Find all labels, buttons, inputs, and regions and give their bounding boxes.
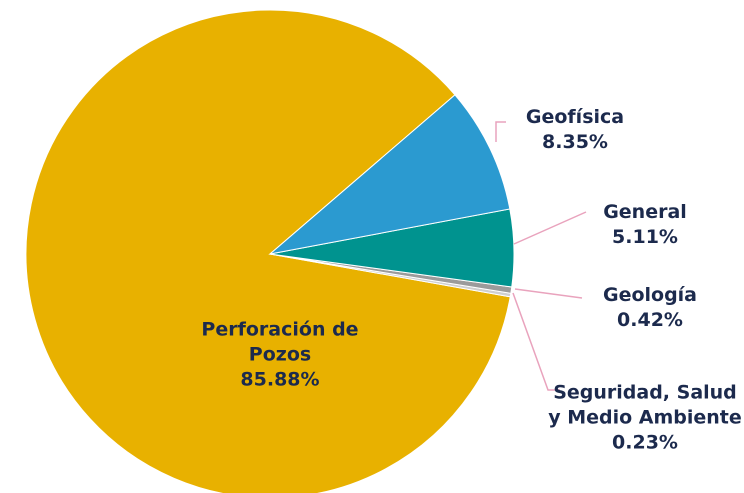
leader-line xyxy=(495,121,506,142)
value-label: 0.42% xyxy=(617,309,683,331)
value-label: 85.88% xyxy=(240,368,320,391)
pie-slice xyxy=(25,9,511,493)
value-label: 5.11% xyxy=(612,226,678,248)
category-label: Seguridad, Salud y Medio Ambiente xyxy=(548,381,742,429)
leader-line xyxy=(513,211,587,245)
slice-label: Perforación de Pozos 85.88% xyxy=(195,318,365,393)
slice-label: Geofísica 8.35% xyxy=(490,105,660,155)
category-label: Geofísica xyxy=(525,106,625,128)
category-label: Geología xyxy=(602,284,698,306)
category-label: Perforación de Pozos xyxy=(201,318,359,366)
leader-line xyxy=(514,288,583,299)
leader-line xyxy=(512,292,560,391)
slice-label: Geología 0.42% xyxy=(565,283,735,333)
value-label: 8.35% xyxy=(542,131,608,153)
category-label: General xyxy=(603,201,687,223)
slice-label: Seguridad, Salud y Medio Ambiente 0.23% xyxy=(545,381,744,456)
slice-label: General 5.11% xyxy=(560,200,730,250)
pie-slice xyxy=(268,94,511,255)
value-label: 0.23% xyxy=(612,431,678,454)
